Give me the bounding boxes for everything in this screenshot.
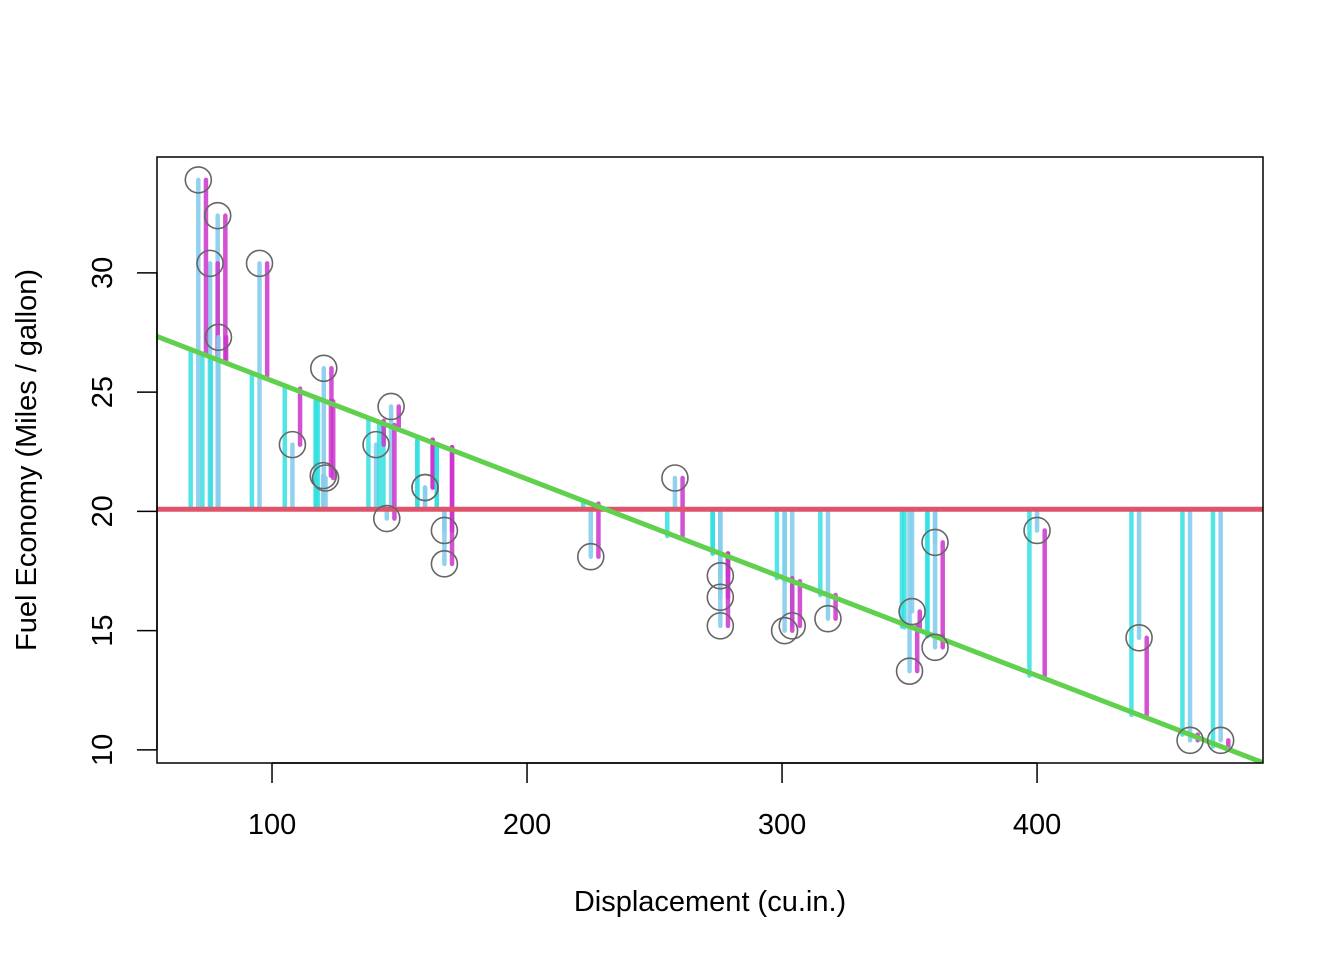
- axes: 100 200 300 400 10 15 20 25 30: [87, 257, 1061, 841]
- y-tick-label: 20: [87, 495, 119, 527]
- data-point: [204, 323, 233, 352]
- data-point: [1023, 516, 1051, 545]
- data-point: [895, 657, 924, 685]
- y-tick-label: 15: [87, 615, 119, 647]
- data-point: [778, 612, 807, 640]
- data-point: [245, 249, 274, 278]
- data-point: [898, 597, 926, 626]
- data-point: [430, 516, 459, 545]
- y-tick-label: 10: [87, 734, 119, 766]
- y-tick-label: 25: [87, 376, 119, 408]
- data-point: [184, 166, 213, 194]
- regression-line: [157, 334, 1263, 763]
- x-tick-label: 300: [758, 809, 806, 841]
- x-tick-label: 400: [1013, 809, 1061, 841]
- data-point: [311, 464, 340, 492]
- data-point: [1125, 623, 1153, 652]
- data-point: [1206, 726, 1235, 755]
- data-point: [309, 354, 338, 383]
- y-tick-label: 30: [87, 257, 119, 289]
- x-tick-label: 100: [248, 809, 296, 841]
- data-point: [309, 461, 338, 490]
- y-axis-label: Fuel Economy (Miles / gallon): [11, 269, 43, 651]
- data-point: [706, 612, 735, 640]
- data-point: [377, 392, 405, 421]
- data-point: [921, 528, 949, 557]
- data-point: [362, 430, 390, 459]
- data-point: [706, 561, 735, 590]
- data-point: [814, 604, 842, 633]
- data-point: [203, 201, 232, 230]
- data-point: [706, 583, 735, 612]
- data-point: [372, 504, 401, 533]
- data-point: [278, 430, 307, 459]
- x-axis-label: Displacement (cu.in.): [574, 886, 846, 918]
- data-point: [661, 464, 689, 492]
- plot-marks: [157, 166, 1263, 763]
- data-point: [196, 249, 224, 278]
- data-point: [430, 550, 459, 578]
- data-point: [921, 633, 949, 662]
- x-tick-label: 200: [503, 809, 551, 841]
- data-point: [770, 616, 799, 645]
- data-point: [576, 542, 605, 571]
- data-point: [411, 473, 439, 502]
- data-point: [1176, 726, 1204, 755]
